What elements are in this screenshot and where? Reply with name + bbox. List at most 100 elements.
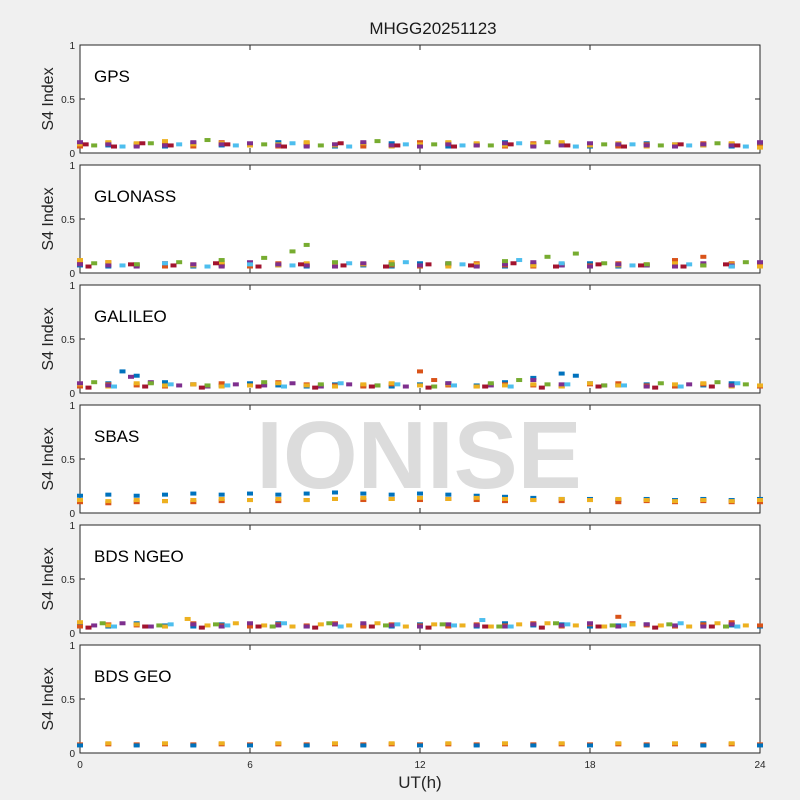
data-point [558, 384, 565, 389]
data-point [468, 263, 474, 268]
data-point [360, 144, 367, 149]
data-point [439, 622, 446, 627]
data-point [275, 381, 282, 386]
series-0-3 [77, 140, 763, 149]
series-3-2 [77, 495, 763, 504]
data-point [190, 491, 197, 496]
data-point [425, 385, 432, 390]
data-point [615, 500, 622, 505]
data-point [587, 743, 593, 748]
data-point [431, 142, 438, 147]
data-point [502, 262, 508, 267]
data-point [111, 384, 117, 389]
data-point [558, 263, 565, 268]
data-point [530, 260, 537, 265]
series-4-2 [77, 616, 749, 629]
data-point [657, 623, 664, 628]
data-point [162, 492, 168, 497]
data-point [77, 262, 83, 267]
plot-area-1 [79, 164, 761, 274]
data-point [247, 743, 253, 748]
data-point [360, 491, 367, 496]
x-axis-label: UT(h) [398, 773, 441, 792]
data-point [507, 384, 514, 389]
data-point [77, 258, 83, 263]
data-point [402, 260, 409, 265]
ytick-label: 0.5 [61, 455, 75, 466]
data-point [502, 141, 508, 146]
data-point [346, 382, 353, 387]
data-point [473, 493, 480, 498]
data-point [728, 622, 735, 627]
panels: 0 0.5 1 S4 Index GPS 0 0.5 1 S4 Index GLONASS 0 0.5… [40, 41, 763, 760]
data-point [445, 492, 452, 497]
data-point [487, 381, 494, 386]
data-point [119, 621, 126, 626]
data-point [595, 262, 602, 267]
data-point [218, 492, 225, 497]
data-point [91, 623, 98, 628]
data-point [105, 383, 112, 388]
data-point [99, 621, 106, 626]
data-point [553, 621, 559, 626]
xtick-label: 18 [584, 760, 596, 771]
data-point [85, 264, 92, 269]
data-point [162, 264, 168, 269]
data-point [360, 382, 367, 387]
data-point [417, 743, 423, 748]
data-point [757, 383, 763, 388]
data-point [133, 144, 140, 149]
panel-1: 0 0.5 1 S4 Index GLONASS [40, 161, 763, 280]
data-point [317, 384, 324, 389]
data-point [538, 385, 545, 390]
data-point [417, 144, 423, 149]
data-point [530, 144, 537, 149]
data-point [487, 624, 494, 629]
data-point [587, 261, 593, 266]
panel-0: 0 0.5 1 S4 Index GPS [40, 41, 763, 160]
data-point [303, 383, 310, 388]
data-point [133, 622, 140, 627]
data-point [700, 381, 707, 386]
data-point [728, 143, 735, 148]
panel-3: 0 0.5 1 S4 Index SBAS [40, 401, 763, 520]
data-point [232, 382, 239, 387]
data-point [672, 382, 678, 387]
data-point [672, 741, 678, 746]
data-point [198, 385, 205, 390]
data-point [530, 263, 537, 268]
data-point [383, 264, 389, 269]
data-point [190, 498, 197, 503]
series-2-5 [111, 381, 741, 389]
panel-2: 0 0.5 1 S4 Index GALILEO [40, 281, 763, 400]
data-point [708, 624, 715, 629]
data-point [247, 621, 253, 626]
data-point [502, 383, 508, 388]
data-point [417, 263, 423, 268]
data-point [346, 623, 353, 628]
data-point [360, 624, 367, 629]
data-point [431, 384, 438, 389]
data-point [275, 492, 282, 497]
data-point [77, 622, 83, 627]
data-point [388, 623, 395, 628]
data-point [657, 143, 664, 148]
data-point [142, 624, 149, 629]
data-point [558, 143, 565, 148]
data-point [119, 263, 126, 268]
data-point [77, 144, 83, 149]
ytick-label: 0.5 [61, 215, 75, 226]
figure-title: MHGG20251123 [369, 19, 496, 38]
data-point [700, 263, 707, 268]
data-point [587, 143, 593, 148]
data-point [700, 622, 707, 627]
series-4-6 [85, 624, 715, 630]
data-point [91, 380, 98, 385]
data-point [77, 743, 83, 748]
data-point [473, 498, 480, 503]
x-axis: 0 6 12 18 24 [77, 760, 766, 771]
data-point [77, 142, 83, 147]
data-point [417, 498, 423, 503]
data-point [275, 140, 282, 145]
data-point [77, 140, 83, 145]
